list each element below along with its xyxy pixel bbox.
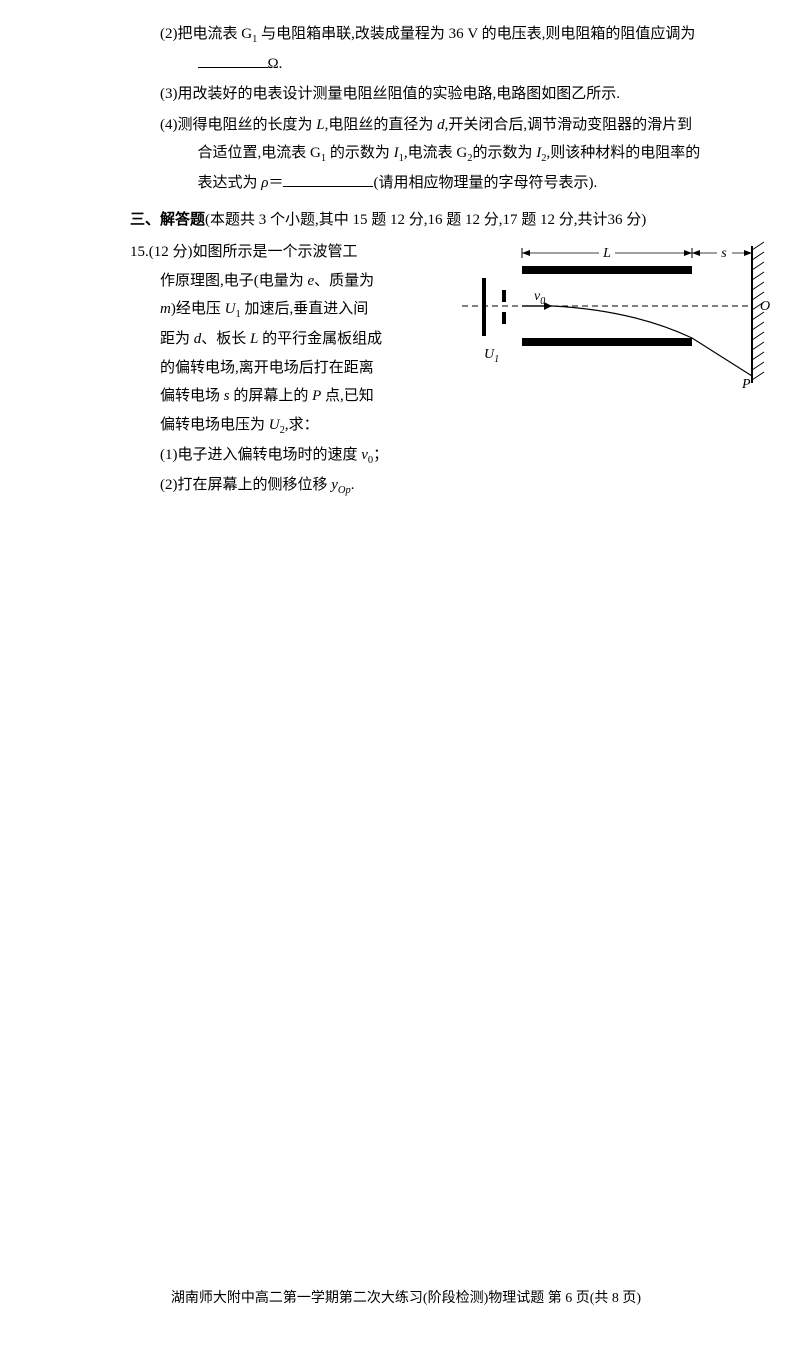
q15-P: P (312, 388, 321, 404)
accel-plate-right-top (502, 290, 506, 302)
question-4: (4)测得电阻丝的长度为 L,电阻丝的直径为 d,开关闭合后,调节滑动变阻器的滑… (130, 111, 702, 198)
accel-plate-right-bottom (502, 312, 506, 324)
diagram-v0-sub: 0 (540, 296, 545, 307)
question-3: (3)用改装好的电表设计测量电阻丝阻值的实验电路,电路图如图乙所示. (130, 80, 702, 109)
q15-l1: 如图所示是一个示波管工 (193, 244, 358, 260)
q15-U2: U (269, 417, 280, 433)
q3-line1: (3)用改装好的电表设计测量电阻丝阻值的实验电路,电路图如图乙 (160, 86, 586, 102)
q4-eq: ＝ (268, 175, 283, 191)
diagram-U1-sub: 1 (494, 354, 499, 365)
q15-l5: 的偏转电场,离开电场后打在距离 (160, 360, 374, 376)
q15-l2a: 作原理图,电子(电量为 (160, 273, 308, 289)
q15-s1a: (1)电子进入偏转电场时的速度 (160, 447, 361, 463)
q4-l3c: (请用相应物理 (373, 175, 468, 191)
top-plate (522, 266, 692, 274)
q15-l3c: 加速后,垂直进入间 (241, 301, 369, 317)
section-3-header: 三、解答题(本题共 3 个小题,其中 15 题 12 分,16 题 12 分,1… (130, 206, 702, 235)
q15-m: m (160, 301, 171, 317)
q15-l6b: 的屏幕上的 (230, 388, 313, 404)
q15-l7b: ,求： (285, 417, 319, 433)
q15-l2b: 、质量为 (314, 273, 374, 289)
q15-s1b: ； (373, 447, 388, 463)
q15-points: (12 分) (149, 244, 193, 260)
question-15: 15.(12 分)如图所示是一个示波管工 作原理图,电子(电量为 e、质量为 m… (130, 238, 702, 500)
q15-l6c: 点,已知 (321, 388, 374, 404)
question-2: (2)把电流表 G1 与电阻箱串联,改装成量程为 36 V 的电压表,则电阻箱的… (130, 20, 702, 78)
q4-l1a: (4)测得电阻丝的长度为 (160, 117, 316, 133)
q15-l4b: 、板长 (201, 331, 250, 347)
q4-l4: 量的字母符号表示). (468, 175, 597, 191)
q15-para2: 偏转电场电压为 U2,求： (1)电子进入偏转电场时的速度 v0； (2)打在屏… (130, 411, 702, 501)
q4-L: L (316, 117, 324, 133)
q15-l6a: 偏转电场 (160, 388, 224, 404)
q4-d: d (437, 117, 445, 133)
q3-line2: 所示. (586, 86, 620, 102)
q15-yopsub: Op (338, 485, 351, 496)
q2-blank (198, 67, 268, 68)
q15-v0: v (361, 447, 368, 463)
q2-unit: Ω. (268, 56, 283, 72)
q15-U1: U (225, 301, 236, 317)
section3-desc: (本题共 3 个小题,其中 15 题 12 分,16 题 12 分,17 题 1… (205, 212, 646, 228)
q15-s2a: (2)打在屏幕上的侧移位移 (160, 477, 331, 493)
q15-s2b: . (351, 477, 355, 493)
accel-plate-left (482, 278, 486, 336)
q4-l1c: ,开关闭合后,调节滑动变 (445, 117, 603, 133)
q2-text-b: 与电阻箱串联,改装成量程为 36 V 的电压表,则电阻箱 (257, 26, 605, 42)
diagram-O: O (760, 299, 770, 314)
q15-l4a: 距为 (160, 331, 194, 347)
q2-text-a: (2)把电流表 G (160, 26, 252, 42)
q4-l2b: 的示数为 (326, 145, 394, 161)
diagram-P: P (741, 377, 751, 388)
section3-label: 三、解答题 (130, 212, 205, 228)
q15-yop: y (331, 477, 338, 493)
q15-l3b: )经电压 (171, 301, 225, 317)
q15-l4c: 的平行金属板组成 (258, 331, 382, 347)
page-footer: 湖南师大附中高二第一学期第二次大练习(阶段检测)物理试题 第 6 页(共 8 页… (0, 1286, 812, 1313)
q15-l7a: 偏转电场电压为 (160, 417, 269, 433)
q15-num: 15. (130, 244, 149, 260)
q15-para: 15.(12 分)如图所示是一个示波管工 作原理图,电子(电量为 e、质量为 m… (130, 238, 410, 410)
bottom-plate (522, 338, 692, 346)
q4-l1b: ,电阻丝的直径为 (325, 117, 438, 133)
diagram-L-label: L (602, 246, 611, 261)
diagram-s-label: s (721, 246, 727, 261)
svg-text:v0: v0 (534, 289, 545, 307)
oscilloscope-diagram: L s v0 U1 (452, 238, 774, 388)
q4-l2c: ,电流表 G (404, 145, 467, 161)
svg-text:U1: U1 (484, 347, 499, 365)
q4-l2d: 的示数为 (472, 145, 532, 161)
q4-blank (283, 186, 373, 187)
q2-line2: 的阻值应调为 (605, 26, 695, 42)
